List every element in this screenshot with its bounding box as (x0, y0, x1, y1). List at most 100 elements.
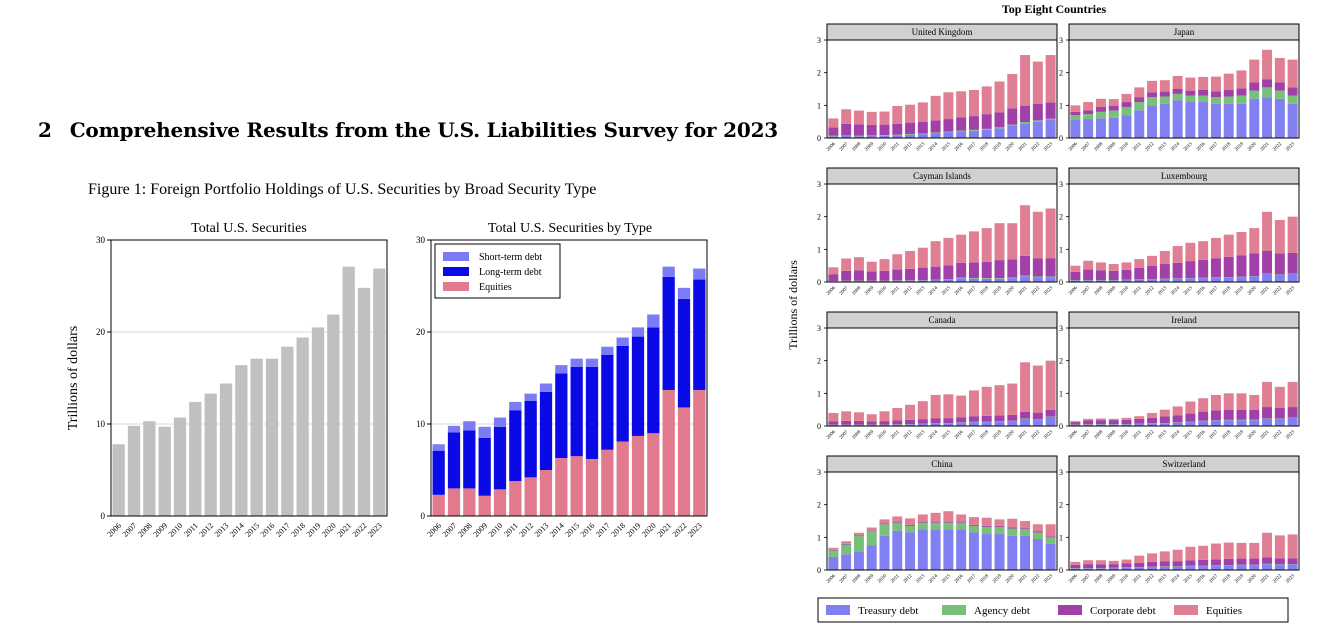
bar-equities-2009 (1108, 418, 1119, 421)
bar-equities-2020 (1007, 73, 1018, 109)
bar-corporate-2013 (917, 267, 928, 281)
x-tick-label: 2006 (1068, 574, 1079, 585)
bar-equities-2013 (1159, 250, 1170, 265)
bar-equities-2008 (1095, 98, 1106, 107)
bar-treasury-2015 (943, 423, 954, 426)
bar-equities-2016 (956, 514, 967, 522)
bar-treasury-2019 (1236, 277, 1247, 282)
bar-corporate-2009 (866, 271, 877, 281)
y-tick-label: 1 (817, 389, 821, 398)
x-tick-label: 2010 (1119, 142, 1130, 153)
bar-corporate-2009 (866, 530, 877, 531)
bar-long-term-debt-2020 (647, 327, 660, 434)
bar-equities-2007 (841, 258, 852, 271)
chart-total-securities: Total U.S. Securities Trillions of dolla… (66, 221, 388, 539)
bar-equities-2013 (917, 102, 928, 122)
bar-equities-2023 (1287, 381, 1298, 408)
bar-corporate-2015 (943, 418, 954, 424)
bar-agency-2006 (1070, 115, 1081, 121)
bar-short-term-debt-2013 (539, 383, 553, 392)
bar-corporate-2018 (1223, 89, 1234, 97)
bar-treasury-2006 (828, 556, 839, 570)
bar-treasury-2021 (1020, 276, 1031, 282)
bar-agency-2019 (994, 278, 1005, 279)
bar-equities-2017 (1210, 237, 1221, 259)
x-tick-label: 2023 (1285, 142, 1296, 153)
bar-equities-2018 (981, 386, 992, 416)
bar-equities-2010 (1121, 417, 1132, 420)
y-tick-label: 0 (421, 511, 426, 521)
plot-frame (430, 239, 708, 517)
bar-agency-2011 (892, 522, 903, 531)
bar-agency-2011 (1134, 102, 1145, 111)
bar-treasury-2011 (1134, 110, 1145, 138)
bar-agency-2008 (1095, 111, 1106, 119)
x-tick-label: 2012 (903, 286, 914, 297)
bar-treasury-2014 (930, 133, 941, 138)
bar-agency-2020 (1007, 124, 1018, 126)
bar-corporate-2006 (1070, 422, 1081, 425)
chart-securities-by-type: Total U.S. Securities by Type 0 10 20 30 200… (416, 221, 708, 539)
x-tick-label: 2015 (941, 430, 952, 441)
bar-short-term-debt-2017 (601, 346, 614, 355)
bar-equities-2019 (1236, 393, 1247, 410)
bar-treasury-2022 (1274, 564, 1285, 570)
bar-corporate-2008 (853, 535, 864, 536)
bar-corporate-2023 (1045, 258, 1056, 277)
x-tick-label: 2011 (890, 430, 901, 441)
bar-equities-2007 (1083, 560, 1094, 565)
panel-frame (1068, 471, 1300, 571)
bar-equities-2009 (866, 414, 877, 422)
bar-treasury-2019 (1236, 565, 1247, 570)
y-tick-label: 0 (817, 566, 821, 575)
x-tick-label: 2014 (928, 142, 939, 153)
bar-treasury-2019 (994, 421, 1005, 426)
bar-treasury-2021 (1262, 418, 1273, 426)
x-tick-label: 2006 (1068, 142, 1079, 153)
legend-swatch (826, 605, 850, 615)
bar-agency-2013 (1159, 96, 1170, 104)
bar-2022 (357, 287, 371, 516)
bar-corporate-2022 (1274, 82, 1285, 91)
y-tick-label: 2 (817, 213, 821, 222)
bar-corporate-2011 (892, 269, 903, 281)
bar-short-term-debt-2007 (447, 425, 461, 433)
bar-corporate-2008 (1095, 270, 1106, 281)
bar-treasury-2008 (853, 552, 864, 570)
bar-corporate-2017 (1210, 410, 1221, 421)
bar-equities-2018 (616, 441, 629, 516)
bar-treasury-2016 (1198, 566, 1209, 570)
bar-treasury-2013 (917, 424, 928, 426)
bar-treasury-2023 (1045, 277, 1056, 282)
bar-treasury-2006 (828, 136, 839, 138)
x-tick-label: 2013 (213, 521, 231, 539)
bar-treasury-2015 (943, 529, 954, 570)
x-tick-label: 2020 (1005, 286, 1016, 297)
bar-corporate-2009 (866, 421, 877, 425)
x-tick-label: 2009 (865, 142, 876, 153)
bar-agency-2015 (943, 131, 954, 133)
bar-corporate-2007 (841, 123, 852, 136)
bar-long-term-debt-2022 (677, 298, 691, 408)
bar-corporate-2013 (1159, 561, 1170, 567)
bar-corporate-2010 (879, 270, 890, 281)
bar-equities-2016 (956, 91, 967, 118)
bar-treasury-2018 (1223, 277, 1234, 282)
x-tick-label: 2019 (625, 521, 643, 539)
x-tick-label: 2015 (941, 574, 952, 585)
bar-agency-2023 (1045, 537, 1056, 544)
bar-corporate-2017 (1210, 258, 1221, 278)
chart-top-eight-countries: Top Eight Countries Trillions of dollars… (786, 2, 1300, 623)
bar-treasury-2018 (1223, 420, 1234, 426)
bar-treasury-2017 (1210, 420, 1221, 426)
x-tick-label: 2021 (1260, 430, 1271, 441)
bar-equities-2009 (1108, 560, 1119, 565)
x-tick-label: 2012 (903, 142, 914, 153)
bar-2017 (281, 346, 294, 516)
y-tick-label: 20 (416, 327, 426, 337)
bar-agency-2022 (1274, 90, 1285, 99)
bar-treasury-2010 (879, 135, 890, 138)
bar-corporate-2011 (892, 123, 903, 135)
x-tick-label: 2011 (890, 286, 901, 297)
bar-equities-2007 (1083, 102, 1094, 111)
